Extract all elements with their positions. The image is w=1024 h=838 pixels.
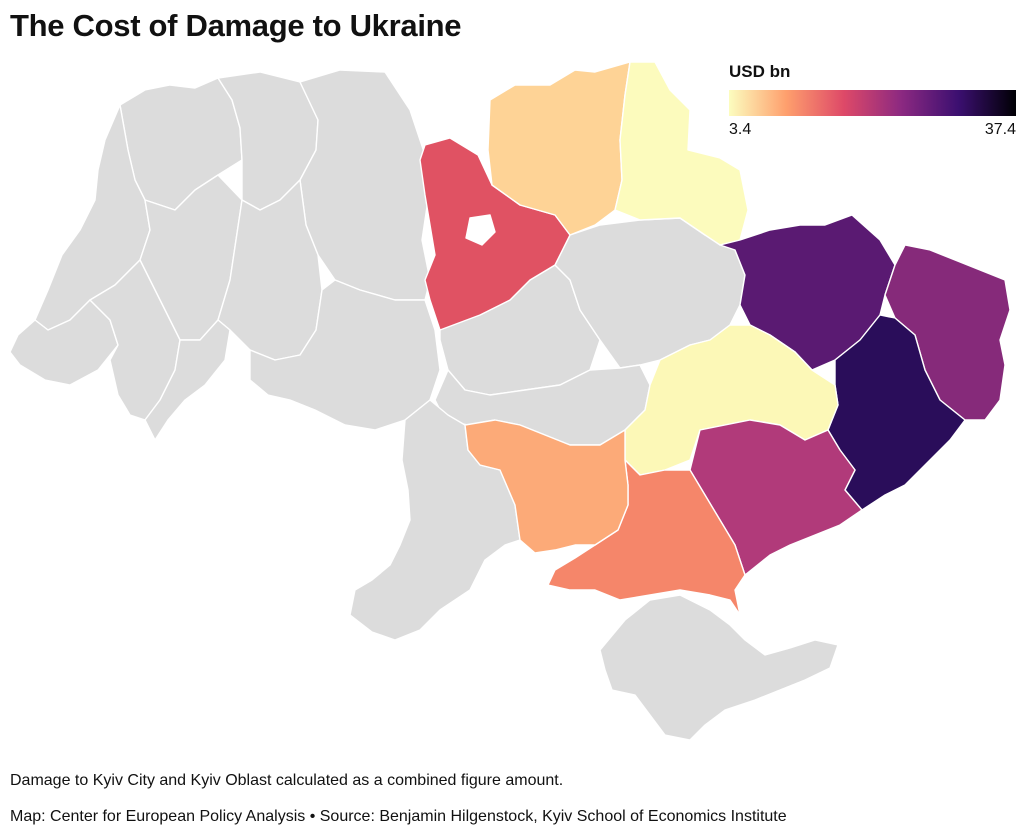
legend-max-label: 37.4 — [984, 121, 1016, 138]
footnote: Damage to Kyiv City and Kyiv Oblast calc… — [10, 772, 564, 789]
color-legend: USD bn 3.4 37.4 — [729, 62, 1016, 139]
region-chernivtsi — [144, 319, 231, 441]
damage-regions — [419, 61, 1011, 616]
region-vinnytsia — [249, 279, 441, 431]
legend-min-label: 3.4 — [729, 121, 752, 138]
region-mykolaiv — [464, 419, 629, 554]
legend-title: USD bn — [729, 62, 791, 81]
ukraine-map — [9, 61, 1011, 741]
region-crimea — [599, 594, 839, 741]
region-sumy — [614, 61, 749, 246]
no-data-regions — [9, 69, 839, 741]
region-zakarpattia — [9, 299, 119, 386]
source-credit: Map: Center for European Policy Analysis… — [10, 808, 787, 825]
legend-ticks: 3.4 37.4 — [729, 121, 1016, 139]
legend-gradient-bar — [729, 90, 1016, 116]
map-title: The Cost of Damage to Ukraine — [10, 8, 462, 43]
